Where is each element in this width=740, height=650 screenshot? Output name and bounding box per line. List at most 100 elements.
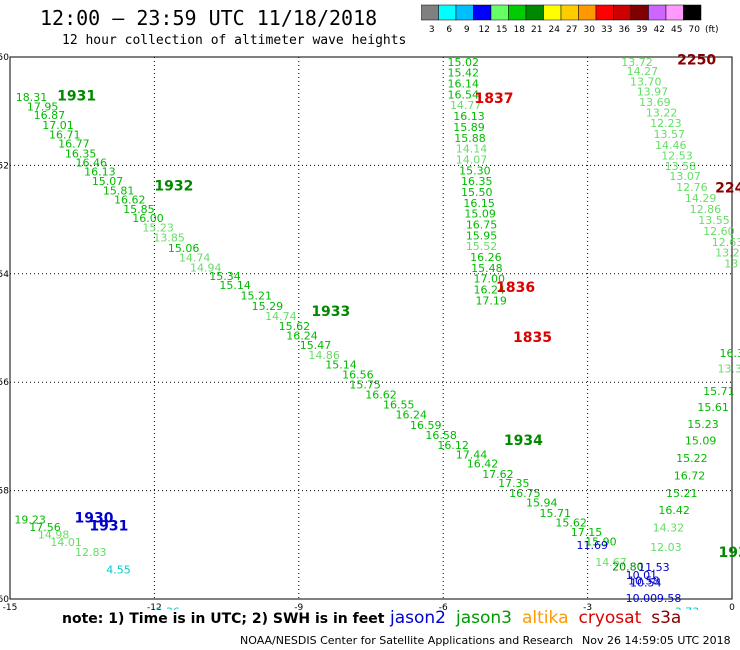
swh-value-label: 15.81 [103,184,135,197]
swh-value-label: 15.94 [526,497,558,510]
swh-value-label: 16.75 [509,487,541,500]
colorbar-label: 24 [549,25,561,34]
swh-value-label: 3.73 [675,605,700,610]
y-tick-label: -54 [0,270,9,280]
swh-value-label: 17.19 [475,294,507,307]
swh-value-label: 15.71 [539,507,571,520]
legend-item-jason2: jason2 [390,608,446,628]
swh-value-label: 15.21 [241,289,272,302]
pass-time-label: 2250 [677,53,716,69]
swh-value-label: 15.61 [697,401,729,414]
plot-frame [9,56,733,600]
swh-value-label: 20.80 [612,560,644,573]
swh-value-label: 17.44 [456,448,488,461]
satellite-legend: jason2 jason3 altika cryosat s3a [390,608,691,628]
swh-value-label: 16.75 [466,218,498,231]
swh-value-label: 16.14 [448,78,480,91]
colorbar-label: 12 [479,25,490,34]
swh-value-label: 16.72 [674,469,706,482]
y-tick-label: -58 [0,487,9,497]
swh-value-label: 14.74 [265,310,297,323]
swh-value-label: 15.23 [687,418,719,431]
chart-subtitle: 12 hour collection of altimeter wave hei… [62,33,407,48]
y-tick-label: -56 [0,378,9,388]
swh-value-label: 5.36 [155,605,180,610]
swh-value-label: 16.24 [474,284,506,297]
swh-value-label: 16.71 [49,129,81,142]
legend-item-cryosat: cryosat [578,608,642,628]
swh-value-label: 14.77 [450,99,482,112]
swh-value-label: 14.27 [627,65,659,78]
pass-time-label: 1930 [74,511,113,527]
swh-value-label: 11.69 [577,539,609,552]
pass-time-label: 1934 [504,433,543,449]
swh-value-label: 14.98 [38,529,69,542]
pass-time-label: 193 [719,545,740,561]
colorbar-label: 15 [496,25,507,34]
x-tick-label: -6 [439,603,448,610]
swh-value-label: 16.42 [658,504,690,517]
swh-value-label: 14.07 [456,153,488,166]
swh-value-label: 16.59 [410,419,442,432]
swh-value-label: 15.23 [142,222,174,235]
swh-value-label: 17.00 [474,273,506,286]
swh-value-label: 12.23 [650,117,682,130]
legend-item-s3a: s3a [651,608,682,628]
y-tick-label: -60 [0,595,9,605]
swh-value-label: 16.15 [463,197,495,210]
swh-value-label: 15.90 [585,536,617,549]
swh-value-label: 16.12 [437,439,469,452]
swh-value-label: 13.69 [639,96,671,109]
swh-value-label: 15.75 [349,378,381,391]
colorbar-label: 70 [689,25,701,34]
swh-value-label: 16.3 [719,347,740,360]
swh-value-label: 19.23 [14,513,46,526]
colorbar-label: 33 [601,25,612,34]
swh-value-label: 13.58 [665,160,697,173]
swh-value-label: 12.63 [712,236,740,249]
color-scale-legend: 3 6 9 12 15 18 21 24 27 30 33 36 39 42 45 70 (ft) [421,4,719,34]
swh-value-label: 15.62 [555,517,587,530]
swh-value-label: 13.2 [715,247,740,260]
swh-value-label: 15.47 [300,339,332,352]
x-tick-label: -9 [294,603,303,610]
swh-value-label: 10.58 [628,575,660,588]
swh-value-label: 15.09 [685,435,717,448]
swh-value-label: 12.60 [703,225,735,238]
swh-value-label: 16.62 [114,194,146,207]
swh-value-label: 15.22 [676,452,708,465]
swh-value-label: 15.09 [464,208,496,221]
swh-value-label: 13.70 [630,75,662,88]
y-tick-label: -52 [0,161,9,171]
swh-value-label: 16.46 [75,157,107,170]
swh-value-label: 16.55 [383,398,415,411]
swh-value-label: 17.15 [571,526,603,539]
swh-value-label: 16.35 [65,147,97,160]
swh-value-label: 15.88 [454,132,486,145]
pass-time-label: 1933 [311,304,350,320]
swh-value-label: 14.14 [456,143,488,156]
swh-value-label: 15.07 [92,175,124,188]
swh-value-label: 15.48 [471,262,503,275]
x-tick-label: -15 [3,603,18,610]
colorbar-label: 45 [671,25,682,34]
swh-value-label: 13.22 [646,106,678,119]
swh-value-label: 16.24 [286,330,318,343]
swh-value-label: 15.14 [219,279,251,292]
x-tick-label: -12 [147,603,162,610]
swh-value-label: 4.55 [106,564,130,577]
swh-value-label: 13.72 [621,56,653,69]
swh-value-label: 13 [724,258,738,271]
swh-value-label: 13.07 [669,170,701,183]
swh-value-label: 15.85 [123,203,155,216]
swh-value-label: 13.57 [654,128,686,141]
swh-value-label: 16.54 [448,88,480,101]
swh-value-label: 16.58 [425,429,457,442]
pass-time-label: 1932 [154,178,193,194]
swh-value-label: 17.01 [42,119,73,132]
swh-value-label: 13.34 [718,363,740,376]
swh-value-label: 13.55 [698,214,730,227]
swh-value-label: 16.35 [461,175,493,188]
pass-time-label: 1837 [474,91,513,107]
swh-value-label: 15.30 [459,164,491,177]
